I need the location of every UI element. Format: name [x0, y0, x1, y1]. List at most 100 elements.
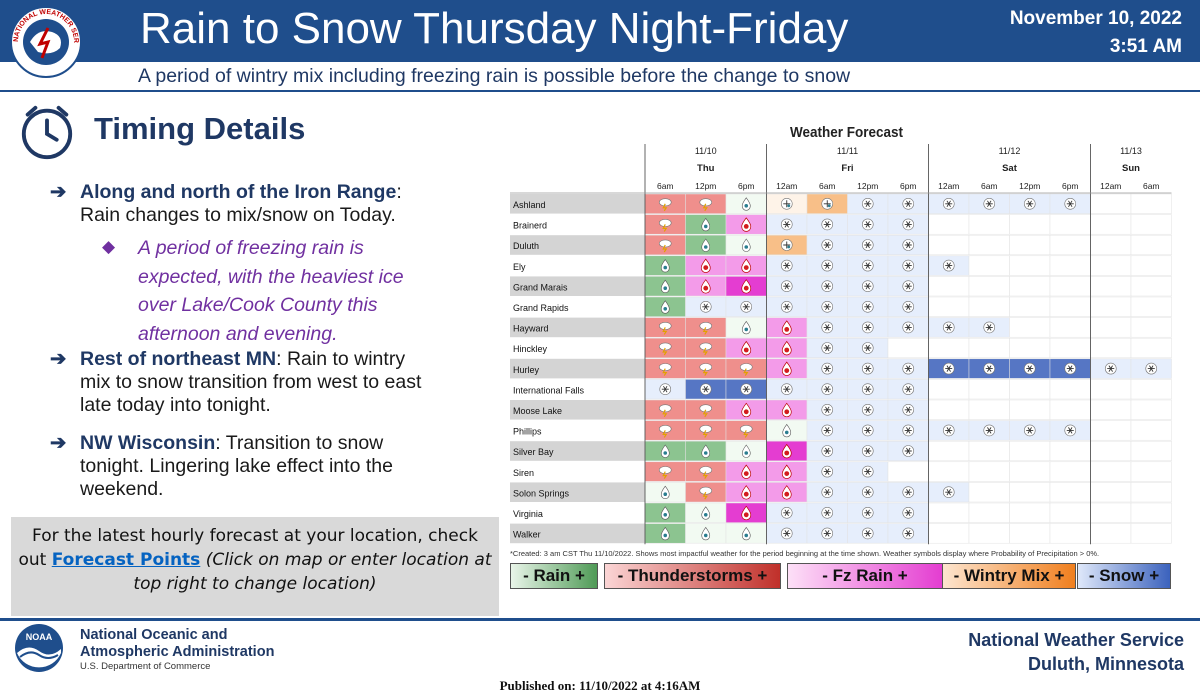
- bullet-heading: NW Wisconsin: [80, 432, 216, 454]
- snowflake-mark: [823, 488, 831, 496]
- thunderstorm-icon: [739, 363, 753, 371]
- snowflake-mark: [864, 344, 872, 352]
- snowflake-mark: [864, 488, 872, 496]
- snowflake-mark: [1147, 365, 1155, 372]
- snowflake-mark: [742, 303, 750, 311]
- forecast-cell: [1130, 337, 1172, 359]
- forecast-cell: [1049, 523, 1091, 544]
- forecast-cell: [1049, 399, 1091, 420]
- forecast-cell: [1090, 461, 1132, 482]
- snowflake-mark: [823, 241, 831, 249]
- forecast-cell: [968, 440, 1010, 462]
- freezing-rain-mark: [743, 265, 749, 270]
- snowflake-mark: [702, 303, 710, 311]
- noaa-logo-icon: NOAA: [15, 624, 63, 672]
- snowflake-mark: [945, 427, 953, 434]
- location-row-bg: [510, 400, 645, 420]
- forecast-cell: [1049, 214, 1091, 235]
- bullet-northeast-mn: ➔ Rest of northeast MN: Rain to wintry m…: [50, 348, 500, 417]
- snowflake-mark: [864, 447, 872, 455]
- forecast-cell: [1130, 193, 1172, 214]
- forecast-cell: [928, 379, 970, 400]
- raindrop-mark: [663, 533, 668, 538]
- raindrop-mark: [703, 451, 708, 455]
- lightning-mark: [702, 347, 708, 356]
- forecast-cell: [968, 234, 1010, 256]
- location-row-bg: [510, 255, 645, 276]
- bullet-text: mix to snow transition from west to east: [80, 371, 422, 393]
- snowflake-mark: [904, 221, 912, 228]
- forecast-cell: [1090, 523, 1132, 544]
- snowflake-mark: [904, 303, 912, 311]
- bullet-text: Rain changes to mix/snow on Today.: [80, 204, 396, 226]
- forecast-cell: [1009, 482, 1051, 503]
- forecast-cell: [1090, 234, 1132, 256]
- snowflake-mark: [864, 530, 872, 537]
- bullet-heading: Along and north of the Iron Range: [80, 181, 397, 203]
- forecast-cell: [1009, 255, 1051, 276]
- forecast-cell: [1009, 461, 1051, 482]
- freezing-rain-mark: [784, 491, 790, 497]
- noaa-name-line: Atmospheric Administration: [80, 644, 275, 660]
- snowflake-mark: [823, 427, 831, 434]
- snowflake-mark: [945, 365, 953, 372]
- bullet-text: :: [396, 181, 402, 203]
- snowflake-mark: [823, 509, 831, 517]
- snowflake-mark: [1026, 365, 1034, 372]
- time-label: 6am: [657, 181, 674, 191]
- forecast-cell: [1130, 482, 1172, 503]
- time-label: 12pm: [857, 181, 878, 191]
- snowflake-mark: [864, 324, 872, 331]
- forecast-cell: [968, 523, 1010, 544]
- location-row-bg: [510, 317, 645, 338]
- snowflake-mark: [783, 303, 791, 311]
- thunderstorm-icon: [699, 424, 713, 433]
- day-date-label: 11/11: [837, 146, 858, 156]
- lightning-mark: [662, 327, 668, 335]
- snowflake-mark: [864, 241, 872, 249]
- location-label: Hayward: [513, 324, 549, 334]
- location-label: Hurley: [513, 365, 540, 375]
- page-title: Rain to Snow Thursday Night-Friday: [140, 4, 849, 53]
- snowflake-mark: [783, 385, 791, 393]
- bullet-text: tonight. Lingering lake effect into the: [80, 455, 393, 477]
- nws-office-line: Duluth, Minnesota: [1028, 654, 1184, 674]
- wintry-mix-mark: [823, 200, 831, 208]
- snowflake-mark: [904, 406, 912, 414]
- time-label: 12am: [776, 181, 797, 191]
- snowflake-mark: [1026, 427, 1034, 434]
- forecast-points-link[interactable]: Forecast Points: [51, 550, 201, 570]
- snowflake-mark: [1066, 427, 1074, 434]
- forecast-cell: [1049, 317, 1091, 338]
- snowflake-mark: [823, 365, 831, 372]
- snowflake-mark: [823, 221, 831, 228]
- forecast-cell: [1049, 461, 1091, 482]
- location-label: Ashland: [513, 200, 546, 210]
- forecast-cell: [1009, 523, 1051, 544]
- lightning-mark: [743, 368, 749, 376]
- bullet-nw-wisconsin: ➔ NW Wisconsin: Transition to snow tonig…: [50, 432, 500, 501]
- sub-bullet-line: expected, with the heaviest ice: [138, 265, 404, 288]
- location-row-bg: [510, 441, 645, 461]
- forecast-cell: [928, 296, 970, 317]
- raindrop-mark: [703, 224, 708, 229]
- published-date: Published on: 11/10/2022 at 4:16AM: [499, 678, 701, 693]
- location-row-bg: [510, 358, 645, 379]
- thunderstorm-icon: [699, 466, 713, 474]
- snowflake-mark: [904, 324, 912, 331]
- time-label: 6am: [1143, 181, 1160, 191]
- time-label: 6am: [981, 181, 998, 191]
- snowflake-mark: [864, 406, 872, 414]
- location-row-bg: [510, 503, 645, 523]
- forecast-cell: [1009, 379, 1051, 400]
- forecast-cell: [1090, 255, 1132, 276]
- bullet-text: late today into tonight.: [80, 394, 271, 416]
- forecast-note: *Created: 3 am CST Thu 11/10/2022. Shows…: [510, 549, 1100, 558]
- snowflake-mark: [823, 262, 831, 269]
- clock-icon: [21, 105, 73, 160]
- lightning-mark: [662, 244, 668, 253]
- location-row-bg: [510, 276, 645, 296]
- forecast-cell: [1130, 317, 1172, 338]
- issue-date: November 10, 2022: [1009, 8, 1182, 29]
